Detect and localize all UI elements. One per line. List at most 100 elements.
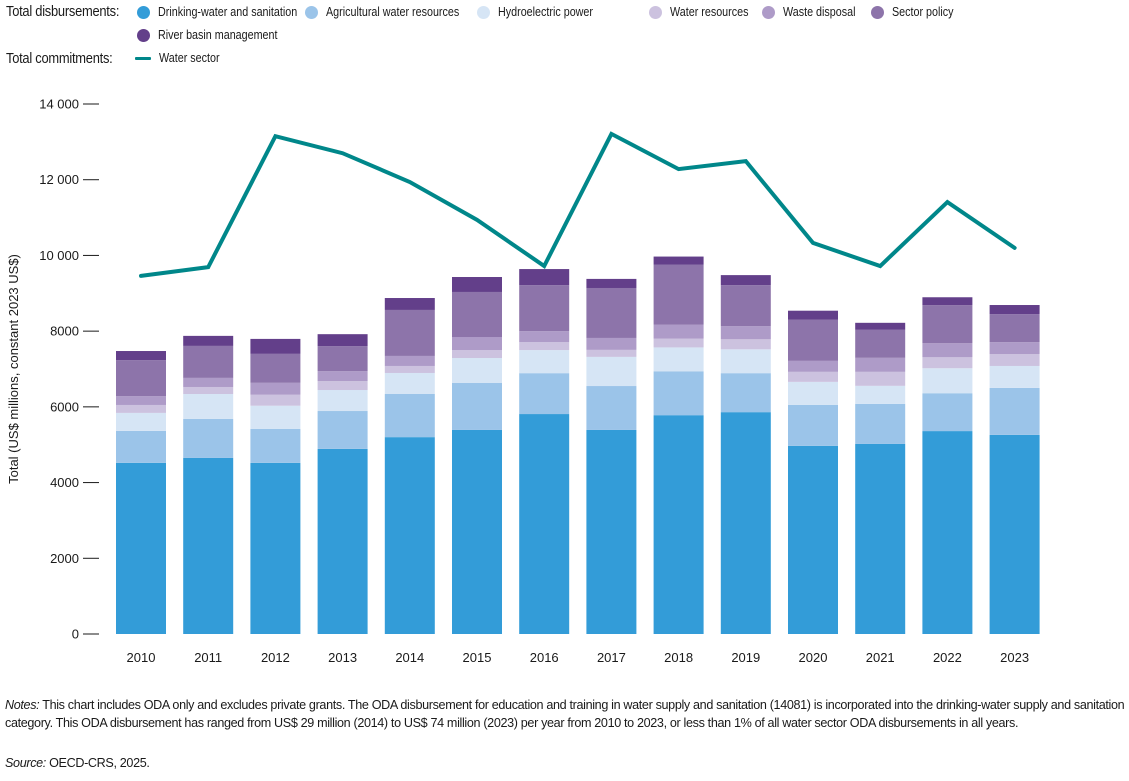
legend-label-sector-policy: Sector policy (892, 5, 954, 19)
chart: 0 2000 4000 6000 8000 10 000 12 000 14 000 2010… (6, 97, 1040, 665)
x-tick-label: 2015 (463, 650, 492, 665)
legend-swatch-river-basin (137, 28, 150, 42)
bar-segment-agricultural-water-resources-2014 (384, 393, 435, 438)
bar-segment-water-resources-2018 (653, 338, 704, 348)
bar-segment-sector-policy-2022 (922, 305, 973, 344)
bar-segment-agricultural-water-resources-2022 (922, 393, 973, 432)
bar-segment-hydroelectric-power-2018 (653, 347, 704, 372)
legend-commitments-title-row: Total commitments: (6, 50, 130, 67)
bar-stack-2022 (922, 297, 973, 634)
bar-segment-agricultural-water-resources-2015 (452, 383, 502, 430)
bar-segment-agricultural-water-resources-2017 (586, 386, 637, 430)
bar-segment-river-basin-management-2014 (384, 298, 435, 310)
legend-disbursements-title-row: Total disbursements: (6, 3, 138, 20)
bar-segment-hydroelectric-power-2012 (250, 405, 301, 429)
x-tick-label: 2018 (664, 650, 693, 665)
bar-stack-2023 (989, 305, 1040, 634)
x-tick-label: 2019 (731, 650, 760, 665)
y-axis-label: Total (US$ millions, constant 2023 US$) (6, 254, 21, 484)
legend-item-water-resources: Water resources (649, 5, 761, 19)
legend-swatch-water-resources (649, 5, 662, 19)
y-axis: 0 2000 4000 6000 8000 10 000 12 000 14 000 (39, 97, 99, 642)
bar-segment-river-basin-management-2010 (116, 351, 166, 361)
x-tick-label: 2014 (395, 650, 424, 665)
bar-segment-drinking-water-and-sanitation-2019 (720, 412, 771, 634)
bar-segment-waste-disposal-2014 (384, 355, 435, 366)
bar-segment-water-resources-2019 (720, 339, 771, 350)
bar-segment-river-basin-management-2013 (317, 334, 368, 347)
x-tick-label: 2017 (597, 650, 626, 665)
bar-segment-agricultural-water-resources-2021 (855, 403, 906, 444)
x-tick-label: 2011 (194, 650, 222, 665)
bars (116, 256, 1040, 634)
bar-segment-sector-policy-2017 (586, 287, 637, 338)
y-tick-label: 10 000 (39, 248, 79, 263)
bar-segment-sector-policy-2014 (384, 309, 435, 356)
bar-segment-drinking-water-and-sanitation-2022 (922, 431, 973, 634)
bar-segment-hydroelectric-power-2019 (720, 349, 771, 374)
legend-item-water-sector: Water sector (135, 51, 229, 65)
bar-segment-waste-disposal-2019 (720, 326, 771, 340)
bar-segment-hydroelectric-power-2016 (519, 350, 570, 374)
legend-label-agricultural-water: Agricultural water resources (326, 5, 460, 19)
x-axis: 2010 2011 2012 2013 2014 2015 2016 2017 2018 2019… (127, 650, 1030, 665)
bar-stack-2019 (720, 275, 771, 634)
bar-segment-river-basin-management-2018 (653, 256, 704, 265)
x-tick-label: 2023 (1000, 650, 1029, 665)
x-tick-label: 2010 (127, 650, 156, 665)
bar-segment-agricultural-water-resources-2020 (788, 404, 838, 446)
bar-segment-drinking-water-and-sanitation-2020 (788, 445, 838, 634)
bar-segment-agricultural-water-resources-2018 (653, 371, 704, 416)
x-tick-label: 2012 (261, 650, 290, 665)
bar-segment-river-basin-management-2020 (788, 310, 838, 320)
bar-segment-water-resources-2011 (183, 386, 234, 394)
notes-text: This chart includes ODA only and exclude… (5, 698, 1125, 730)
bar-segment-water-resources-2014 (384, 365, 435, 373)
legend-disbursements-title: Total disbursements: (6, 3, 120, 20)
bar-segment-drinking-water-and-sanitation-2015 (452, 429, 502, 634)
bar-segment-drinking-water-and-sanitation-2016 (519, 414, 570, 634)
legend-item-drinking-water: Drinking-water and sanitation (137, 5, 320, 19)
legend-label-water-sector: Water sector (159, 51, 220, 65)
y-tick-label: 6000 (50, 399, 79, 414)
bar-segment-sector-policy-2023 (989, 314, 1040, 343)
bar-segment-agricultural-water-resources-2011 (183, 418, 234, 458)
legend-label-river-basin: River basin management (158, 28, 278, 42)
bar-segment-river-basin-management-2012 (250, 338, 301, 354)
bar-segment-drinking-water-and-sanitation-2010 (116, 462, 166, 634)
bar-segment-water-resources-2012 (250, 394, 301, 406)
bar-segment-river-basin-management-2019 (720, 275, 771, 286)
bar-segment-hydroelectric-power-2014 (384, 372, 435, 394)
bar-stack-2013 (317, 334, 368, 634)
bar-segment-water-resources-2022 (922, 357, 973, 369)
legend-label-waste-disposal: Waste disposal (783, 5, 856, 19)
bar-segment-river-basin-management-2023 (989, 305, 1040, 315)
bar-stack-2012 (250, 338, 301, 634)
bar-segment-drinking-water-and-sanitation-2023 (989, 434, 1040, 634)
bar-segment-drinking-water-and-sanitation-2021 (855, 443, 906, 634)
bar-segment-hydroelectric-power-2021 (855, 385, 906, 404)
bar-segment-agricultural-water-resources-2019 (720, 373, 771, 413)
bar-segment-waste-disposal-2012 (250, 382, 301, 395)
bar-segment-drinking-water-and-sanitation-2012 (250, 462, 301, 634)
bar-stack-2011 (183, 335, 234, 634)
x-tick-label: 2013 (328, 650, 357, 665)
bar-segment-drinking-water-and-sanitation-2018 (653, 415, 704, 634)
bar-segment-agricultural-water-resources-2013 (317, 411, 368, 449)
bar-segment-sector-policy-2013 (317, 346, 368, 372)
bar-segment-sector-policy-2015 (452, 291, 502, 338)
bar-stack-2016 (519, 269, 570, 634)
y-tick-label: 14 000 (39, 97, 79, 112)
source-label: Source: (5, 756, 46, 770)
bar-stack-2014 (384, 298, 435, 634)
bar-segment-hydroelectric-power-2022 (922, 368, 973, 394)
bar-segment-river-basin-management-2015 (452, 277, 502, 292)
bar-segment-hydroelectric-power-2011 (183, 393, 234, 419)
bar-segment-waste-disposal-2011 (183, 377, 234, 387)
bar-segment-river-basin-management-2011 (183, 335, 234, 346)
bar-segment-hydroelectric-power-2017 (586, 356, 637, 387)
bar-segment-water-resources-2017 (586, 349, 637, 357)
legend-item-hydroelectric: Hydroelectric power (477, 5, 608, 19)
commitments-line (139, 131, 1017, 278)
bar-segment-drinking-water-and-sanitation-2013 (317, 448, 368, 634)
